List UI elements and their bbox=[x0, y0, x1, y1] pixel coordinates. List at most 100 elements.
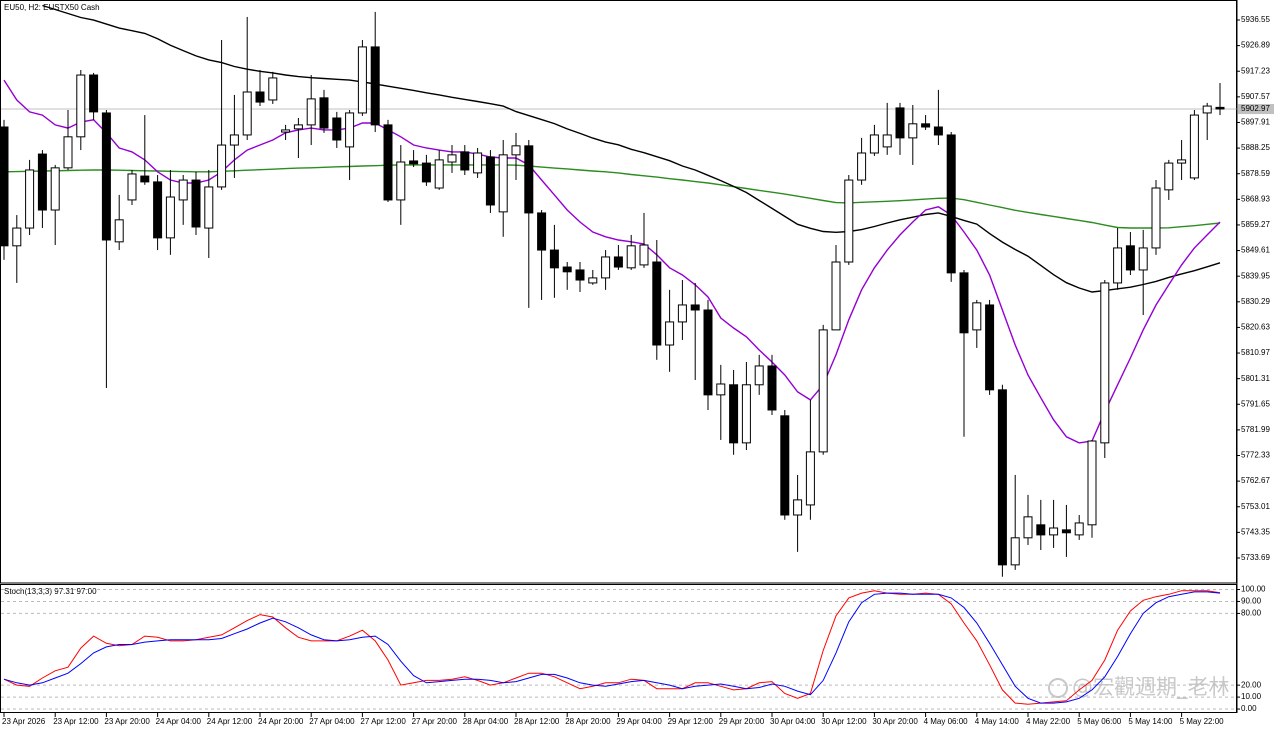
line-series bbox=[3, 79, 1221, 444]
candle-body bbox=[89, 74, 99, 113]
y-tick-label: 5897.91 bbox=[1241, 118, 1270, 127]
candle-body bbox=[844, 179, 854, 263]
y-tick-label: 5743.35 bbox=[1241, 527, 1270, 536]
candle-body bbox=[165, 196, 175, 239]
candle-body bbox=[818, 329, 828, 453]
candle-body bbox=[255, 91, 265, 103]
y-tick-label: 5849.61 bbox=[1241, 246, 1270, 255]
candle-body bbox=[409, 160, 419, 165]
x-tick-label: 23 Apr 12:00 bbox=[53, 717, 99, 726]
watermark: @宏觀週期_老林 bbox=[1072, 675, 1230, 700]
x-tick-label: 29 Apr 20:00 bbox=[719, 717, 765, 726]
candle-body bbox=[895, 107, 905, 139]
current-price-label: 5902.97 bbox=[1241, 104, 1270, 113]
candle-body bbox=[754, 365, 764, 386]
candle-body bbox=[1164, 162, 1174, 191]
candle-body bbox=[114, 219, 124, 243]
candle-body bbox=[575, 269, 585, 281]
candle-body bbox=[460, 151, 470, 171]
candle-body bbox=[946, 134, 956, 274]
candle-body bbox=[639, 244, 649, 266]
candle-body bbox=[178, 179, 188, 201]
candle-body bbox=[549, 249, 559, 269]
candle-body bbox=[191, 179, 201, 228]
x-tick-label: 24 Apr 12:00 bbox=[207, 717, 253, 726]
candle-body bbox=[1074, 522, 1084, 536]
x-tick-label: 24 Apr 20:00 bbox=[258, 717, 304, 726]
candle-body bbox=[703, 309, 713, 396]
candle-body bbox=[1189, 114, 1199, 179]
candle-body bbox=[677, 304, 687, 323]
y-tick-label: 5878.59 bbox=[1241, 169, 1270, 178]
candle-body bbox=[1177, 159, 1187, 164]
x-tick-label: 29 Apr 12:00 bbox=[668, 717, 714, 726]
y-tick-label: 5859.27 bbox=[1241, 220, 1270, 229]
candle-body bbox=[959, 272, 969, 334]
y-tick-label: 5810.97 bbox=[1241, 348, 1270, 357]
x-tick-label: 27 Apr 20:00 bbox=[412, 717, 458, 726]
candle-body bbox=[1215, 106, 1225, 110]
candle-body bbox=[229, 134, 239, 146]
candle-body bbox=[690, 304, 700, 311]
candle-body bbox=[729, 384, 739, 444]
candle-body bbox=[332, 117, 342, 141]
candle-body bbox=[37, 153, 47, 211]
candle-body bbox=[1113, 247, 1123, 284]
x-tick-label: 28 Apr 04:00 bbox=[463, 717, 509, 726]
y-tick-label: 0.00 bbox=[1241, 704, 1257, 713]
candle-body bbox=[511, 145, 521, 156]
y-tick-label: 5733.69 bbox=[1241, 553, 1270, 562]
current-price-box bbox=[1238, 104, 1274, 115]
candle-body bbox=[1023, 516, 1033, 539]
candle-body bbox=[780, 415, 790, 516]
x-tick-label: 23 Apr 2026 bbox=[2, 717, 46, 726]
candle-body bbox=[741, 384, 751, 444]
candle-body bbox=[997, 389, 1007, 566]
candle-body bbox=[626, 245, 636, 269]
y-tick-label: 90.00 bbox=[1241, 597, 1262, 606]
candle-body bbox=[1036, 524, 1046, 536]
candle-body bbox=[1125, 245, 1135, 271]
candle-body bbox=[153, 181, 163, 239]
candle-body bbox=[383, 124, 393, 201]
line-series bbox=[3, 590, 1221, 705]
candle-body bbox=[1049, 527, 1059, 536]
y-tick-label: 5936.55 bbox=[1241, 15, 1270, 24]
candle-body bbox=[217, 144, 227, 188]
candle-body bbox=[293, 124, 303, 130]
y-tick-label: 5839.95 bbox=[1241, 271, 1270, 280]
candle-body bbox=[63, 136, 73, 169]
candle-body bbox=[985, 304, 995, 391]
y-tick-label: 100.00 bbox=[1241, 585, 1266, 594]
x-tick-label: 23 Apr 20:00 bbox=[104, 717, 150, 726]
x-tick-label: 29 Apr 04:00 bbox=[616, 717, 662, 726]
candle-body bbox=[242, 91, 252, 136]
candle-body bbox=[0, 126, 9, 247]
x-tick-label: 5 May 22:00 bbox=[1180, 717, 1225, 726]
x-tick-label: 5 May 14:00 bbox=[1128, 717, 1173, 726]
chart-title: EU50, H2: EUSTX50 Cash bbox=[4, 3, 100, 12]
candle-body bbox=[1151, 187, 1161, 249]
candle-body bbox=[485, 156, 495, 206]
candle-body bbox=[793, 499, 803, 516]
y-tick-label: 5791.65 bbox=[1241, 399, 1270, 408]
candle-body bbox=[831, 261, 841, 331]
candle-body bbox=[498, 154, 508, 213]
y-tick-label: 5762.67 bbox=[1241, 476, 1270, 485]
candle-body bbox=[25, 169, 35, 229]
candle-body bbox=[908, 123, 918, 139]
y-tick-label: 20.00 bbox=[1241, 680, 1262, 689]
candle-body bbox=[665, 321, 675, 346]
y-tick-label: 5926.89 bbox=[1241, 41, 1270, 50]
candle-body bbox=[537, 212, 547, 251]
candle-body bbox=[281, 129, 291, 133]
candle-body bbox=[357, 46, 367, 114]
candle-body bbox=[434, 159, 444, 189]
y-tick-label: 5868.93 bbox=[1241, 194, 1270, 203]
y-tick-label: 5917.23 bbox=[1241, 66, 1270, 75]
candle-body bbox=[882, 134, 892, 148]
candle-body bbox=[921, 123, 931, 128]
y-tick-label: 5830.29 bbox=[1241, 297, 1270, 306]
x-tick-label: 30 Apr 04:00 bbox=[770, 717, 816, 726]
